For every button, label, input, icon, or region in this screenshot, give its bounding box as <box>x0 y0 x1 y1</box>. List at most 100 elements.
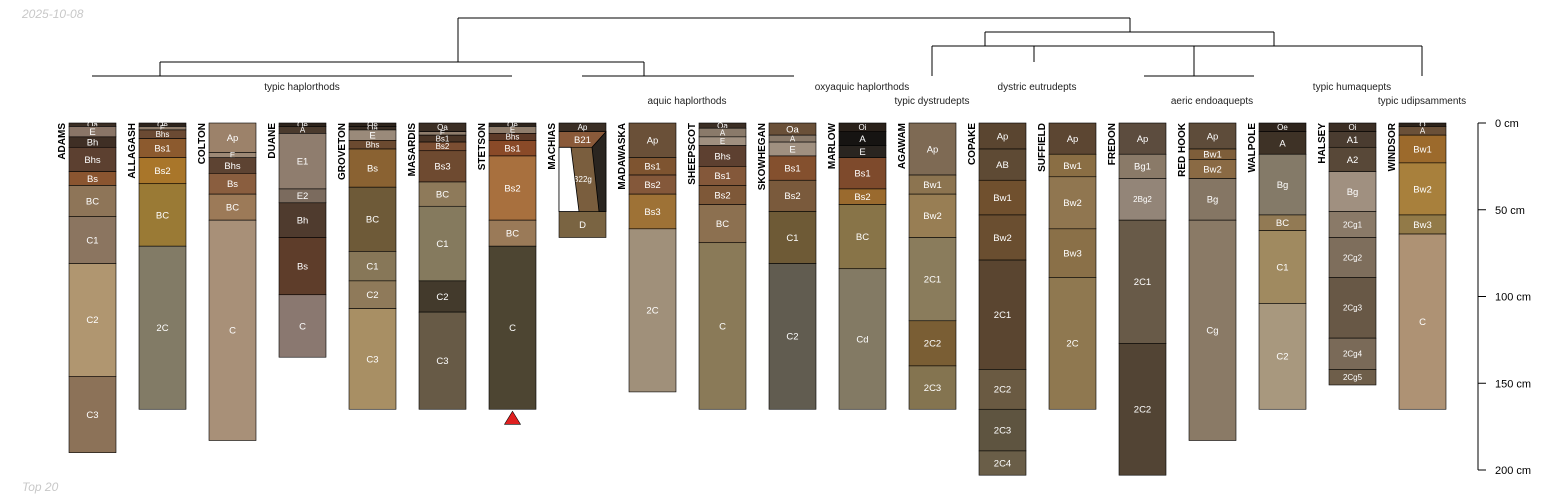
horizon-rect <box>1258 303 1307 410</box>
horizon-label: Ap <box>578 123 588 132</box>
horizon-rect <box>978 148 1027 181</box>
profile-name-label: MASARDIS <box>407 123 418 177</box>
horizon-rect <box>768 179 817 212</box>
horizon-rect <box>278 294 327 358</box>
horizon-rect <box>1328 146 1377 172</box>
horizon-label: Bh <box>297 215 309 226</box>
horizon-label: A <box>720 128 726 137</box>
horizon-rect <box>698 242 747 410</box>
horizon-label: Ap <box>1137 134 1149 145</box>
depth-tick-label: 200 cm <box>1495 465 1531 477</box>
profile-red-hook: RED HOOK Ap Bw1 Bw2 Bg Cg <box>1177 122 1237 441</box>
horizon-rect <box>1398 162 1447 216</box>
horizon-bg: Bg <box>1328 171 1377 212</box>
horizon-bhs: Bhs <box>208 157 257 174</box>
profile-machias: MACHIAS Ap B21 B22g D <box>547 123 607 238</box>
horizon-rect <box>418 205 467 282</box>
horizon-rect <box>1328 237 1377 278</box>
horizon-c: C <box>488 245 537 410</box>
horizon-ap: Ap <box>908 122 957 176</box>
horizon-c: C <box>208 219 257 441</box>
horizon-label: C <box>719 321 726 332</box>
horizon-2c3: 2C3 <box>978 408 1027 452</box>
profile-name-label: COLTON <box>197 123 208 164</box>
profile-name-label: ALLAGASH <box>127 123 138 179</box>
horizon-label: Bs2 <box>784 191 800 202</box>
horizon-rect <box>628 122 677 159</box>
horizon-bw2: Bw2 <box>1188 159 1237 179</box>
horizon-label: Bw3 <box>1063 248 1081 259</box>
profile-name-label: SUFFIELD <box>1037 123 1048 172</box>
horizon-rect <box>558 211 607 238</box>
horizon-rect <box>278 133 327 190</box>
horizon-label: Bw2 <box>1203 164 1221 175</box>
horizon-label: Bhs <box>714 151 731 162</box>
profile-name-label: FREDON <box>1107 123 1118 165</box>
horizon-bc: BC <box>488 219 537 247</box>
profile-name-label: WINDSOR <box>1387 122 1398 171</box>
profile-marlow: MARLOW Oi AE Bs1 Bs2 BC Cd <box>827 122 887 410</box>
horizon-label: Bw3 <box>1413 220 1431 231</box>
horizon-label: Ap <box>1207 131 1219 142</box>
horizon-c1: C1 <box>1258 230 1307 304</box>
horizon-rect <box>1188 219 1237 441</box>
horizon-label: Bhs <box>224 161 241 172</box>
horizon-c1: C1 <box>348 251 397 282</box>
horizon-label: E2 <box>297 191 309 202</box>
horizon-rect <box>1048 176 1097 230</box>
profile-halsey: HALSEY Oi A1 A2 Bg 2Cg1 2Cg2 2Cg3 2Cg4 2Cg5 <box>1317 123 1377 386</box>
horizon-bs: Bs <box>68 171 117 186</box>
horizon-e: E <box>768 141 817 157</box>
horizon-cd: Cd <box>838 268 887 410</box>
horizon-label: Oe <box>297 121 308 130</box>
horizon-label: E <box>369 130 375 141</box>
horizon-ap: Ap <box>1048 122 1097 155</box>
horizon-ab: AB <box>978 148 1027 181</box>
horizon-label: 2Cg3 <box>1343 304 1363 313</box>
horizon-label: Ap <box>647 136 659 147</box>
horizon-label: Bs1 <box>644 162 660 173</box>
horizon-bs: Bs <box>208 173 257 195</box>
group-label-aquic-haplorthods: aquic haplorthods <box>648 96 727 107</box>
horizon-bs2: Bs2 <box>838 188 887 205</box>
horizon-rect <box>1258 230 1307 304</box>
depth-tick-label: 50 cm <box>1495 205 1525 217</box>
horizon-2c1: 2C1 <box>978 259 1027 370</box>
horizon-bw1: Bw1 <box>978 179 1027 216</box>
group-label-typic-haplorthods: typic haplorthods <box>264 82 340 93</box>
horizon-rect <box>978 369 1027 410</box>
profile-windsor: WINDSOR OA Bw1 Bw2 Bw3 C <box>1387 121 1447 410</box>
horizon-label: A1 <box>1347 135 1359 146</box>
horizon-label: 2C3 <box>924 383 941 394</box>
horizon-bw1: Bw1 <box>1398 134 1447 164</box>
horizon-label: E <box>859 147 865 158</box>
horizon-bc: BC <box>348 186 397 252</box>
profile-name-label: RED HOOK <box>1177 122 1188 177</box>
horizon-label: Bw1 <box>1203 150 1221 161</box>
horizon-rect <box>1118 219 1167 344</box>
horizon-label: Bs1 <box>436 134 450 143</box>
horizon-label: 2C2 <box>1134 405 1151 416</box>
horizon-label: BC <box>716 219 729 230</box>
horizon-label: Bg <box>1207 195 1219 206</box>
date-label: 2025-10-08 <box>22 7 84 21</box>
horizon-c: C <box>698 242 747 410</box>
horizon-label: Oa <box>786 124 799 135</box>
horizon-2cg4: 2Cg4 <box>1328 337 1377 370</box>
horizon-rect <box>68 263 117 377</box>
horizon-c1: C1 <box>768 211 817 264</box>
horizon-rect <box>628 193 677 230</box>
horizon-label: Bw1 <box>993 193 1011 204</box>
profile-walpole: WALPOLE Oe A Bg BC C1 C2 <box>1247 123 1307 410</box>
horizon-label: C2 <box>1276 352 1288 363</box>
horizon-rect <box>1048 122 1097 155</box>
horizon-bw2: Bw2 <box>1048 176 1097 230</box>
profile-name-label: HALSEY <box>1317 123 1328 164</box>
horizon-rect <box>838 268 887 410</box>
horizon-label: Ap <box>997 131 1009 142</box>
horizon-rect <box>208 219 257 441</box>
horizon-rect <box>628 228 677 393</box>
horizon-label: Bw1 <box>923 180 941 191</box>
